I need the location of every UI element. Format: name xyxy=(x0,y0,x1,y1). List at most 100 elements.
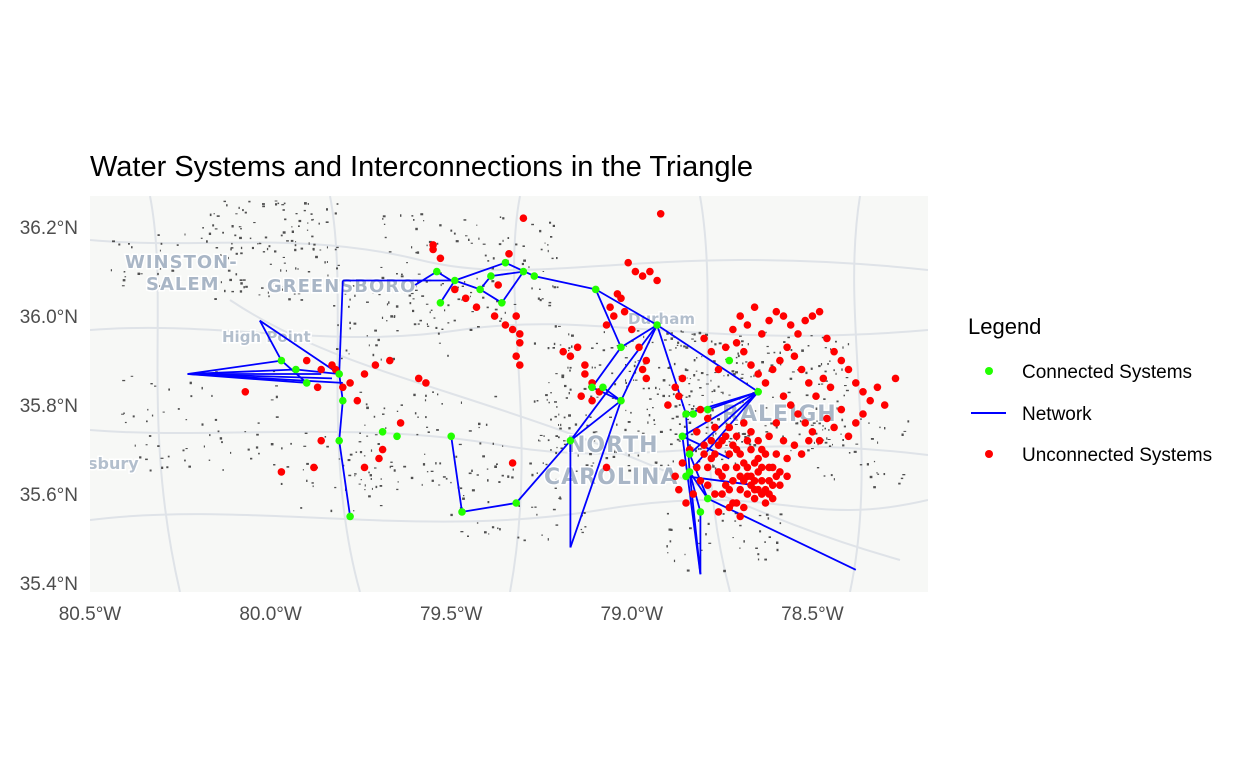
basemap-water-body xyxy=(870,438,874,440)
basemap-water-body xyxy=(828,445,832,447)
x-tick-label: 80.5°W xyxy=(59,604,122,625)
basemap-water-body xyxy=(188,465,191,468)
basemap-road xyxy=(90,239,928,271)
basemap-water-body xyxy=(787,336,790,339)
basemap-water-body xyxy=(678,404,681,406)
basemap-water-body xyxy=(476,224,478,226)
connected-system-point xyxy=(393,432,401,441)
basemap-water-body xyxy=(713,389,716,392)
basemap-water-body xyxy=(653,419,655,422)
unconnected-system-point xyxy=(794,330,802,338)
basemap-water-body xyxy=(832,443,833,446)
network-segment xyxy=(338,400,344,441)
connected-system-point xyxy=(725,356,734,365)
basemap-water-body xyxy=(547,244,549,246)
network-segment xyxy=(505,261,535,277)
basemap-water-body xyxy=(548,304,552,307)
place-label-durham: Durham xyxy=(628,310,695,328)
basemap-water-body xyxy=(137,272,141,275)
basemap-water-body xyxy=(348,305,350,308)
basemap-water-body xyxy=(560,447,563,450)
basemap-water-body xyxy=(337,324,339,327)
basemap-water-body xyxy=(821,336,824,339)
connected-system-point xyxy=(682,410,690,418)
basemap-water-body xyxy=(835,372,837,375)
basemap-water-body xyxy=(293,289,296,292)
basemap-water-body xyxy=(748,443,752,446)
place-label-salem: SALEM xyxy=(146,274,220,295)
unconnected-system-point xyxy=(573,343,582,352)
unconnected-system-point xyxy=(718,490,726,498)
basemap-water-body xyxy=(275,416,279,418)
basemap-water-body xyxy=(556,446,558,449)
unconnected-system-point xyxy=(472,303,481,312)
basemap-water-body xyxy=(549,221,552,224)
unconnected-system-point xyxy=(747,361,755,369)
basemap-water-body xyxy=(219,437,223,440)
basemap-water-body xyxy=(268,245,271,248)
basemap-water-body xyxy=(337,264,340,266)
basemap-water-body xyxy=(295,267,297,270)
unconnected-system-point xyxy=(725,450,734,458)
connected-system-point xyxy=(599,383,607,392)
basemap-water-body xyxy=(546,398,548,401)
basemap-water-body xyxy=(609,416,612,418)
basemap-water-body xyxy=(424,399,427,402)
basemap-water-body xyxy=(381,316,384,319)
unconnected-system-point xyxy=(703,414,712,423)
unconnected-system-point xyxy=(729,441,737,450)
basemap-water-body xyxy=(859,464,863,466)
basemap-water-body xyxy=(409,302,412,305)
basemap-water-body xyxy=(767,517,770,520)
basemap-water-body xyxy=(735,362,738,364)
basemap-water-body xyxy=(677,341,680,344)
basemap-water-body xyxy=(378,294,381,296)
unconnected-system-point xyxy=(386,356,394,365)
basemap-water-body xyxy=(482,455,485,458)
basemap-water-body xyxy=(380,478,382,480)
basemap-water-body xyxy=(860,418,862,420)
basemap-water-body xyxy=(658,366,661,369)
basemap-water-body xyxy=(586,424,589,427)
unconnected-system-point xyxy=(765,490,773,498)
unconnected-system-point xyxy=(602,321,611,329)
basemap-water-body xyxy=(463,495,465,497)
basemap-water-body xyxy=(300,247,304,250)
basemap-water-body xyxy=(812,422,816,424)
basemap-water-body xyxy=(231,225,234,228)
basemap-water-body xyxy=(158,268,162,270)
basemap-water-body xyxy=(344,293,347,295)
basemap-water-body xyxy=(701,356,703,358)
basemap-water-body xyxy=(764,407,768,409)
basemap-water-body xyxy=(745,361,748,363)
basemap-water-body xyxy=(811,420,815,422)
basemap-water-body xyxy=(421,295,425,297)
unconnected-system-point xyxy=(765,432,773,441)
unconnected-system-point xyxy=(765,316,773,325)
basemap-water-body xyxy=(698,542,700,545)
basemap-water-body xyxy=(212,224,215,227)
basemap-water-body xyxy=(765,431,769,433)
basemap-water-body xyxy=(239,290,243,293)
basemap-water-body xyxy=(633,379,635,381)
basemap-water-body xyxy=(877,441,879,444)
basemap-water-body xyxy=(840,433,842,435)
basemap-water-body xyxy=(655,386,657,390)
basemap-water-body xyxy=(428,240,432,243)
basemap-water-body xyxy=(866,463,869,466)
basemap-water-body xyxy=(176,244,179,246)
basemap-water-body xyxy=(184,233,186,236)
basemap-water-body xyxy=(824,441,828,444)
basemap-water-body xyxy=(690,433,694,436)
basemap-water-body xyxy=(571,334,574,337)
basemap-water-body xyxy=(226,204,228,207)
basemap-water-body xyxy=(348,353,350,355)
basemap-water-body xyxy=(765,513,769,516)
basemap-water-body xyxy=(592,431,596,434)
basemap-water-body xyxy=(625,381,627,384)
network-segment xyxy=(656,324,759,393)
unconnected-system-point xyxy=(768,463,777,472)
basemap-water-body xyxy=(450,481,452,484)
basemap-water-body xyxy=(717,385,720,388)
basemap-water-body xyxy=(790,349,793,352)
